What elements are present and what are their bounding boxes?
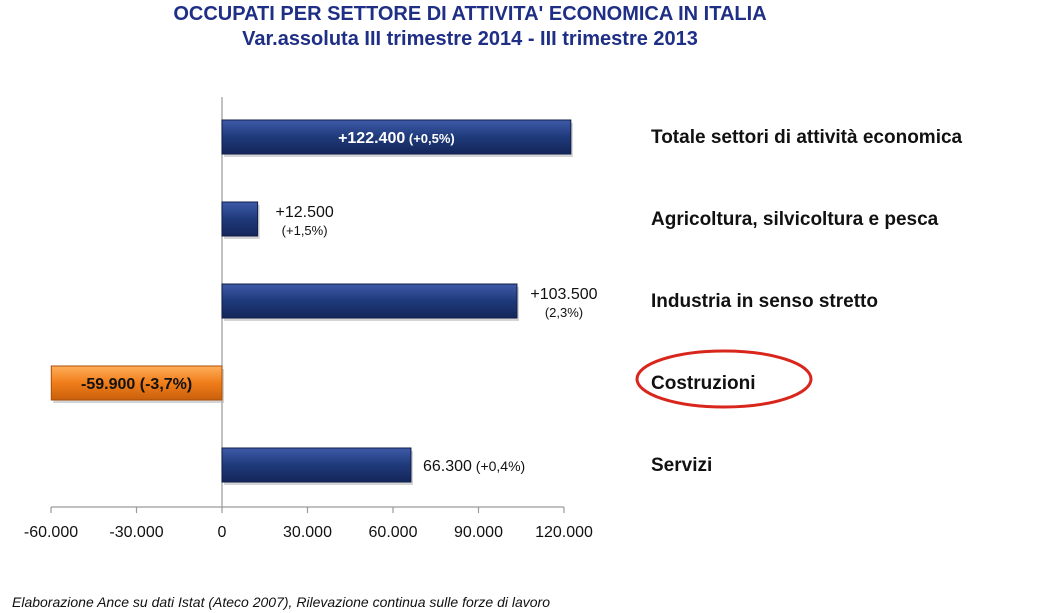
data-label: -59.900 (-3,7%) (81, 376, 192, 393)
highlight-ellipse (635, 349, 813, 409)
source-note: Elaborazione Ance su dati Istat (Ateco 2… (12, 594, 551, 610)
x-tick-label: 60.000 (369, 524, 418, 541)
category-label: Agricoltura, silvicoltura e pesca (651, 209, 939, 230)
x-tick-label: -60.000 (24, 524, 78, 541)
data-label-pct: (+1,5%) (282, 223, 328, 238)
data-label: +122.400 (+0,5%) (338, 130, 455, 147)
chart-subtitle: Var.assoluta III trimestre 2014 - III tr… (242, 28, 698, 50)
x-tick-label: 90.000 (454, 524, 503, 541)
data-label: +103.500 (530, 286, 597, 303)
bar-chart: -60.000 -30.000 0 30.000 60.000 90.000 120.000… (24, 97, 963, 541)
x-tick-label: 0 (218, 524, 227, 541)
category-label: Industria in senso stretto (651, 291, 878, 312)
category-label: Costruzioni (651, 373, 756, 394)
x-tick-label: 30.000 (283, 524, 332, 541)
category-label: Servizi (651, 455, 712, 476)
category-label: Totale settori di attività economica (651, 127, 963, 148)
bar (50, 365, 223, 401)
x-tick-label: 120.000 (535, 524, 593, 541)
bar (221, 119, 572, 155)
bar (221, 201, 259, 237)
x-tick-label: -30.000 (109, 524, 163, 541)
data-label-pct: (2,3%) (545, 305, 583, 320)
bar (221, 447, 412, 483)
chart-title: OCCUPATI PER SETTORE DI ATTIVITA' ECONOM… (173, 3, 767, 25)
bar (221, 283, 518, 319)
data-label: 66.300 (+0,4%) (423, 458, 525, 475)
data-label: +12.500 (275, 204, 333, 221)
